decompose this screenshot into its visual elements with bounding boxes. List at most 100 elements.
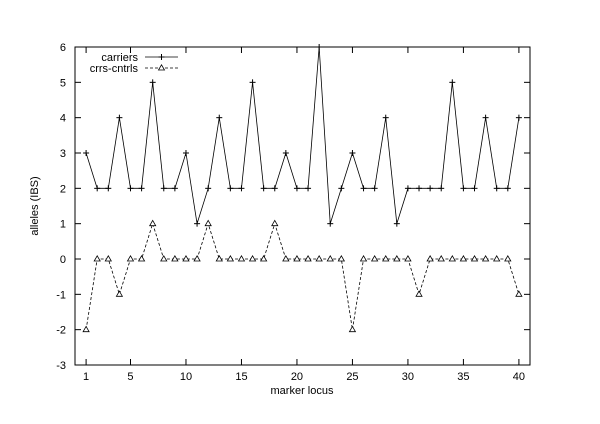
- data-point: [416, 185, 423, 192]
- data-point: [171, 254, 179, 262]
- y-tick-label: -3: [56, 360, 66, 372]
- y-tick-label: 4: [60, 113, 66, 125]
- data-point: [94, 185, 101, 192]
- data-point: [182, 254, 190, 262]
- data-point: [248, 254, 257, 262]
- data-point: [238, 185, 245, 192]
- data-point: [226, 254, 235, 262]
- data-point: [193, 254, 201, 262]
- y-axis-label: alleles (IBS): [29, 176, 41, 235]
- data-point: [282, 150, 289, 156]
- series-markers: [82, 44, 523, 333]
- data-point: [493, 254, 501, 262]
- data-point: [348, 325, 357, 333]
- y-tick-label: 5: [60, 77, 66, 89]
- data-point: [204, 219, 212, 227]
- y-tick-label: 6: [60, 42, 66, 54]
- data-point: [160, 254, 168, 262]
- data-point: [104, 254, 112, 262]
- data-point: [227, 185, 234, 192]
- data-point: [138, 185, 145, 192]
- data-point: [237, 254, 246, 262]
- data-point: [415, 290, 423, 297]
- data-point: [271, 219, 279, 227]
- data-point: [260, 185, 267, 192]
- data-point: [337, 254, 346, 262]
- data-point: [437, 254, 445, 262]
- data-point: [326, 254, 334, 262]
- data-point: [137, 254, 146, 262]
- data-point: [449, 79, 456, 86]
- data-point: [205, 185, 212, 192]
- series-lines: [85, 46, 520, 330]
- data-point: [504, 254, 512, 262]
- data-point: [305, 185, 312, 192]
- data-point: [481, 254, 490, 262]
- data-point: [259, 254, 268, 262]
- data-point: [293, 185, 300, 192]
- data-point: [370, 254, 379, 262]
- x-tick-label: 30: [402, 371, 414, 383]
- data-point: [115, 290, 124, 297]
- x-tick-label: 35: [457, 371, 469, 383]
- data-point: [393, 254, 401, 262]
- data-point: [93, 254, 101, 262]
- legend-label-carriers: carriers: [101, 52, 138, 64]
- data-point: [315, 254, 323, 262]
- y-tick-label: -1: [56, 289, 66, 301]
- data-point: [249, 79, 256, 86]
- data-point: [282, 254, 290, 262]
- x-tick-label: 10: [180, 371, 192, 383]
- data-point: [438, 185, 445, 192]
- data-point: [349, 150, 356, 156]
- x-tick-label: 20: [291, 371, 303, 383]
- data-point: [148, 219, 157, 227]
- data-point: [116, 114, 123, 121]
- y-tick-label: 1: [60, 219, 66, 231]
- x-axis-label: marker locus: [271, 385, 334, 397]
- legend: carriers crrs-cntrls: [90, 52, 178, 75]
- data-point: [371, 185, 378, 192]
- data-point: [271, 185, 278, 192]
- data-point: [460, 185, 467, 192]
- data-point: [127, 185, 134, 192]
- data-point: [404, 185, 411, 192]
- data-point: [426, 254, 434, 262]
- series-line-crrs-cntrls: [85, 222, 520, 330]
- data-point: [393, 220, 400, 227]
- data-point: [471, 185, 478, 192]
- data-point: [149, 79, 156, 86]
- y-tick-label: 0: [60, 254, 66, 266]
- x-tick-label: 40: [513, 371, 525, 383]
- data-point: [504, 185, 511, 192]
- data-point: [293, 254, 301, 262]
- data-point: [194, 220, 201, 227]
- legend-label-crrs-cntrls: crrs-cntrls: [90, 63, 139, 75]
- data-point: [182, 150, 189, 156]
- data-point: [360, 185, 367, 192]
- data-point: [82, 325, 90, 333]
- data-point: [459, 254, 468, 262]
- data-point: [448, 254, 457, 262]
- data-point: [327, 220, 334, 227]
- x-tick-label: 1: [83, 371, 89, 383]
- data-point: [216, 114, 223, 121]
- y-tick-label: 2: [60, 183, 66, 195]
- data-point: [359, 254, 368, 262]
- x-tick-label: 25: [346, 371, 358, 383]
- data-point: [126, 254, 135, 262]
- data-point: [171, 185, 178, 192]
- x-tick-label: 15: [235, 371, 247, 383]
- data-point: [427, 185, 434, 192]
- data-point: [338, 185, 345, 192]
- legend-marker-carriers: [158, 54, 165, 60]
- legend-marker-crrs-cntrls: [157, 63, 166, 71]
- y-tick-label: -2: [56, 325, 66, 337]
- plot-frame: [74, 46, 531, 366]
- data-point: [515, 290, 523, 297]
- data-point: [316, 44, 323, 50]
- data-point: [482, 114, 489, 121]
- series-line-carriers: [85, 46, 520, 224]
